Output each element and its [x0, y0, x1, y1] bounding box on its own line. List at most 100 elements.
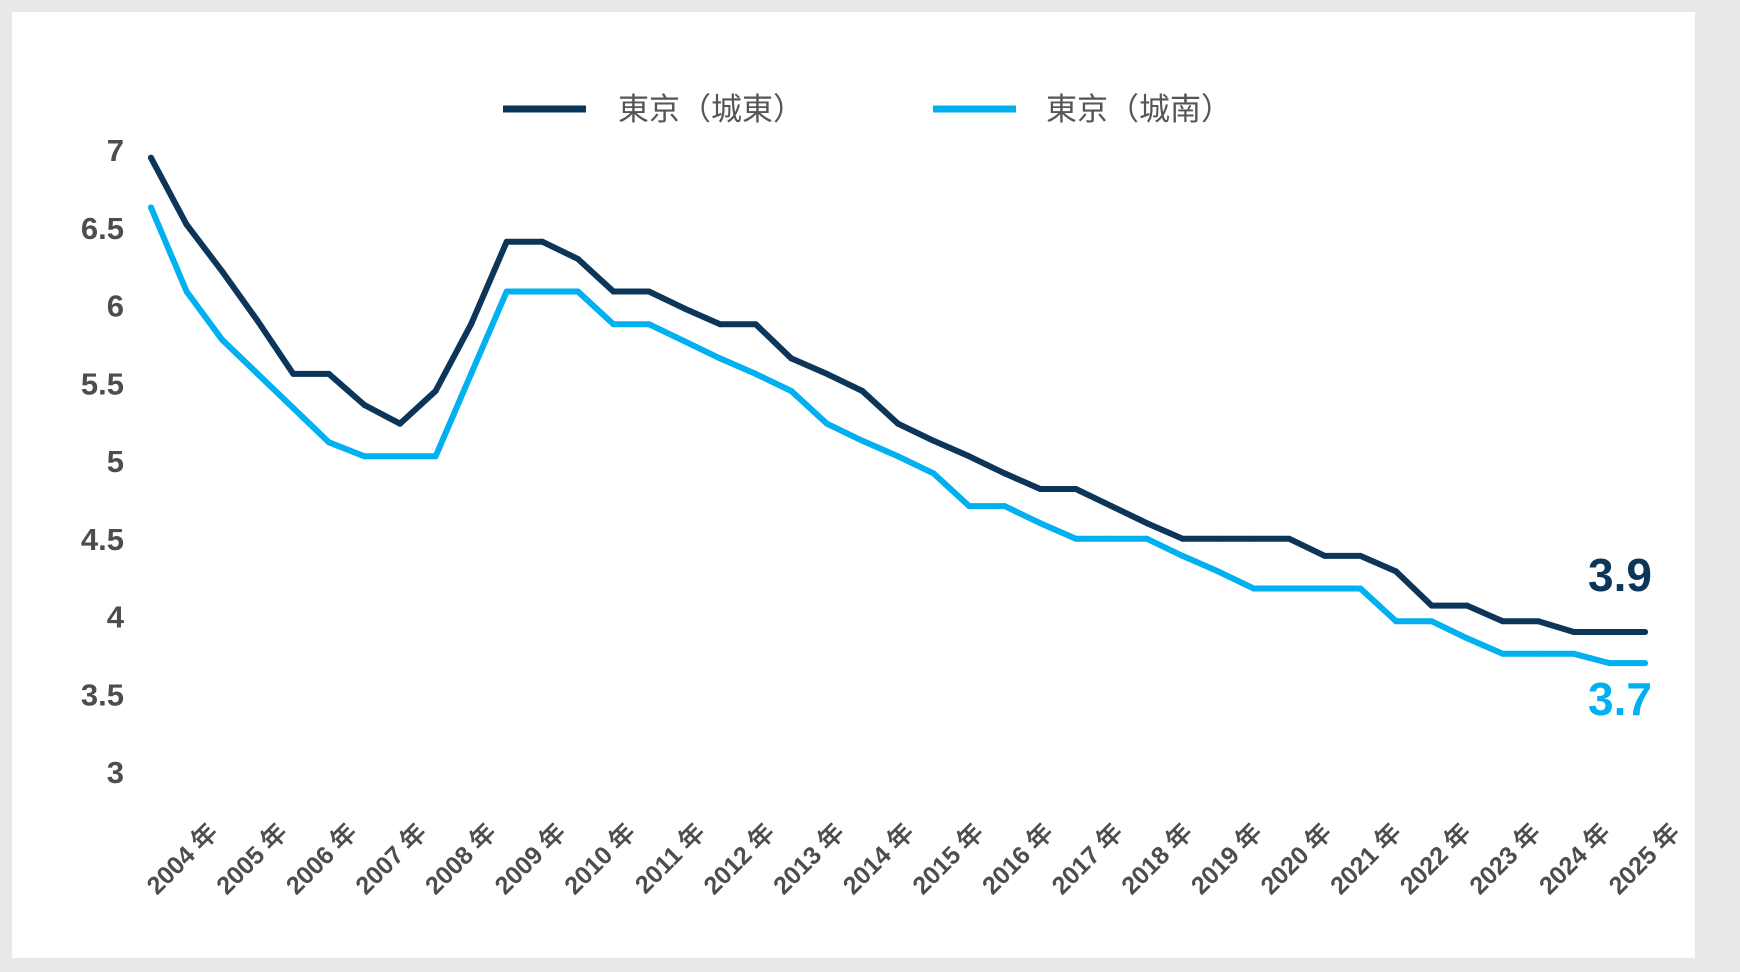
chart-card: 東京（城東） 東京（城南） 7 6.5 6 5.5 5 4.5 4 3.5 3 2004 年 20…: [12, 12, 1695, 958]
data-point-1: [1428, 618, 1435, 625]
data-point-0: [1535, 618, 1542, 625]
data-point-1: [574, 288, 581, 295]
data-point-0: [646, 288, 652, 295]
data-point-0: [1642, 629, 1648, 635]
data-point-1: [717, 355, 724, 362]
data-point-1: [1250, 585, 1257, 592]
data-point-1: [1642, 660, 1648, 667]
data-point-0: [1464, 602, 1471, 609]
series-layer: [148, 154, 1648, 667]
x-tick-label: 2018 年: [1115, 818, 1197, 900]
y-tick-label: 3: [107, 755, 124, 790]
data-point-1: [397, 453, 403, 460]
y-tick-label: 4.5: [81, 522, 124, 557]
data-point-1: [930, 470, 937, 477]
x-tick-label: 2015 年: [907, 818, 989, 900]
data-point-1: [1072, 535, 1079, 542]
data-point-0: [1179, 535, 1186, 542]
data-point-0: [1321, 552, 1328, 559]
data-point-1: [1108, 535, 1115, 542]
x-tick-label: 2011 年: [629, 818, 710, 899]
data-point-0: [325, 370, 332, 377]
data-point-0: [895, 420, 901, 427]
data-point-0: [1606, 629, 1613, 635]
data-point-0: [1144, 520, 1150, 527]
y-tick-label: 6: [107, 289, 124, 324]
data-point-0: [966, 453, 973, 460]
data-point-0: [1428, 602, 1435, 609]
data-point-0: [1357, 552, 1364, 559]
data-point-1: [361, 453, 368, 460]
data-point-0: [1570, 629, 1577, 635]
x-tick-label: 2017 年: [1046, 818, 1128, 900]
y-tick-label: 7: [107, 133, 124, 168]
data-point-0: [681, 305, 688, 312]
x-tick-label: 2021 年: [1324, 818, 1406, 900]
data-point-0: [859, 388, 866, 394]
data-point-1: [1286, 585, 1293, 592]
y-tick-label: 5: [107, 444, 124, 479]
data-point-1: [1535, 650, 1542, 657]
data-point-0: [1393, 568, 1399, 575]
x-tick-label: 2023 年: [1464, 818, 1546, 900]
data-point-1: [183, 288, 190, 295]
data-point-0: [1250, 535, 1257, 542]
data-point-1: [1321, 585, 1328, 592]
data-point-1: [966, 503, 973, 510]
x-tick-label: 2009 年: [489, 818, 571, 900]
data-point-0: [823, 370, 830, 377]
data-point-0: [1072, 486, 1079, 492]
data-point-1: [1215, 568, 1222, 575]
data-point-0: [574, 255, 581, 262]
y-axis: 7 6.5 6 5.5 5 4.5 4 3.5 3: [81, 133, 125, 790]
data-point-1: [539, 288, 546, 295]
y-tick-label: 3.5: [81, 677, 124, 712]
data-point-0: [397, 420, 403, 427]
data-point-0: [752, 321, 759, 328]
data-point-1: [859, 437, 866, 444]
y-tick-label: 6.5: [81, 211, 124, 246]
data-point-1: [432, 453, 439, 460]
data-point-1: [290, 405, 297, 412]
x-tick-label: 2016 年: [976, 818, 1058, 900]
legend-label-joto: 東京（城東）: [618, 92, 804, 128]
x-tick-label: 2025 年: [1603, 818, 1685, 900]
x-tick-label: 2024 年: [1533, 818, 1615, 900]
x-tick-label: 2005 年: [210, 818, 292, 900]
data-point-0: [432, 388, 439, 394]
data-point-1: [503, 288, 510, 295]
data-point-0: [539, 238, 546, 245]
x-tick-label: 2006 年: [280, 818, 362, 900]
x-tick-label: 2008 年: [419, 818, 501, 900]
data-point-1: [1464, 635, 1471, 642]
end-label-joto: 3.9: [1588, 549, 1652, 601]
x-tick-label: 2007 年: [350, 818, 432, 900]
data-point-1: [325, 439, 332, 446]
data-point-0: [610, 288, 617, 295]
data-point-0: [290, 370, 297, 377]
data-point-1: [1499, 650, 1506, 657]
data-point-1: [148, 204, 154, 211]
y-tick-label: 4: [107, 600, 125, 635]
data-point-0: [1037, 486, 1044, 492]
legend-label-jonan: 東京（城南）: [1046, 92, 1232, 128]
y-tick-label: 5.5: [81, 366, 124, 401]
data-point-0: [183, 221, 190, 228]
x-tick-label: 2022 年: [1394, 818, 1476, 900]
x-tick-label: 2010 年: [559, 818, 641, 900]
series-line-0: [148, 154, 1648, 635]
x-tick-label: 2013 年: [767, 818, 849, 900]
x-tick-label: 2014 年: [837, 818, 919, 900]
data-point-0: [361, 402, 368, 408]
line-chart: 東京（城東） 東京（城南） 7 6.5 6 5.5 5 4.5 4 3.5 3 2004 年20…: [81, 92, 1685, 900]
data-point-1: [1001, 503, 1008, 510]
data-point-1: [610, 321, 617, 328]
data-point-1: [1179, 552, 1186, 559]
data-point-1: [895, 453, 901, 460]
end-labels: 3.9 3.7: [1588, 549, 1652, 725]
data-point-1: [1037, 520, 1044, 527]
x-tick-label: 2019 年: [1185, 818, 1267, 900]
data-point-1: [1570, 650, 1577, 657]
data-point-1: [254, 370, 261, 377]
